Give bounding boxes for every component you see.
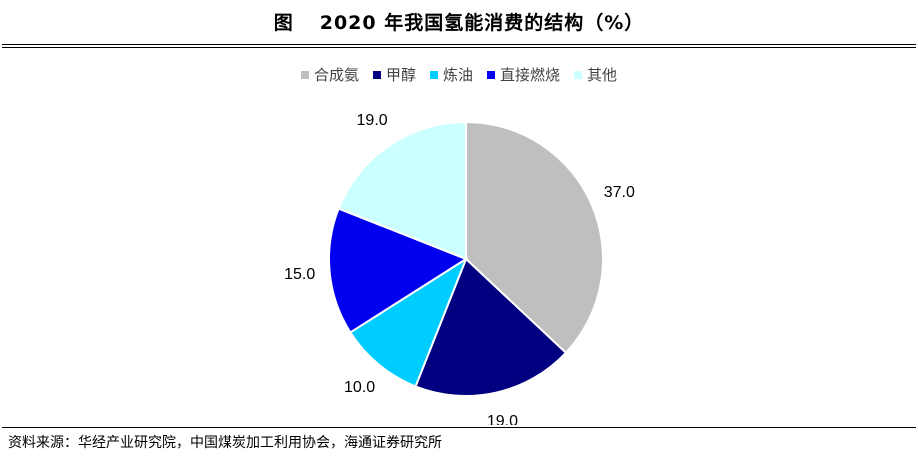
legend-swatch [300,70,309,79]
data-label: 15.0 [284,266,315,283]
footer-rule [2,427,916,428]
legend-item: 合成氨 [300,64,359,85]
data-label: 37.0 [604,184,635,201]
legend-label: 甲醇 [385,66,416,84]
figure-label: 图 [273,12,294,34]
legend-swatch [429,70,438,79]
legend-label: 炼油 [442,66,473,84]
pie-slice [465,120,604,355]
title-rule-secondary [2,47,916,48]
pie-slice [328,207,469,334]
pie-chart: 37.0 19.0 10.0 15.0 19.0 [284,112,635,425]
chart-title-text: 2020 年我国氢能消费的结构（%） [319,12,645,34]
legend-swatch [574,70,583,79]
pie-slice [337,120,467,261]
legend-item: 炼油 [429,64,473,85]
legend-item: 直接燃烧 [487,64,560,85]
data-label: 10.0 [344,379,375,396]
legend-swatch [487,70,495,79]
legend-item: 甲醇 [372,64,416,85]
legend-swatch [372,70,381,79]
data-label: 19.0 [357,112,388,129]
title-rule [2,44,916,45]
legend-label: 其他 [587,66,618,84]
chart-legend: 合成氨 甲醇 炼油 直接燃烧 其他 [0,64,918,85]
legend-item: 其他 [574,64,617,85]
title-bar: 图 2020 年我国氢能消费的结构（%） [0,0,918,42]
data-label: 19.0 [487,413,518,425]
pie-slice [348,256,469,388]
legend-label: 直接燃烧 [500,66,561,84]
source-note: 资料来源：华经产业研究院，中国煤炭加工利用协会，海通证券研究所 [8,435,442,451]
legend-label: 合成氨 [313,66,359,84]
chart-title: 图 2020 年我国氢能消费的结构（%） [0,8,918,35]
